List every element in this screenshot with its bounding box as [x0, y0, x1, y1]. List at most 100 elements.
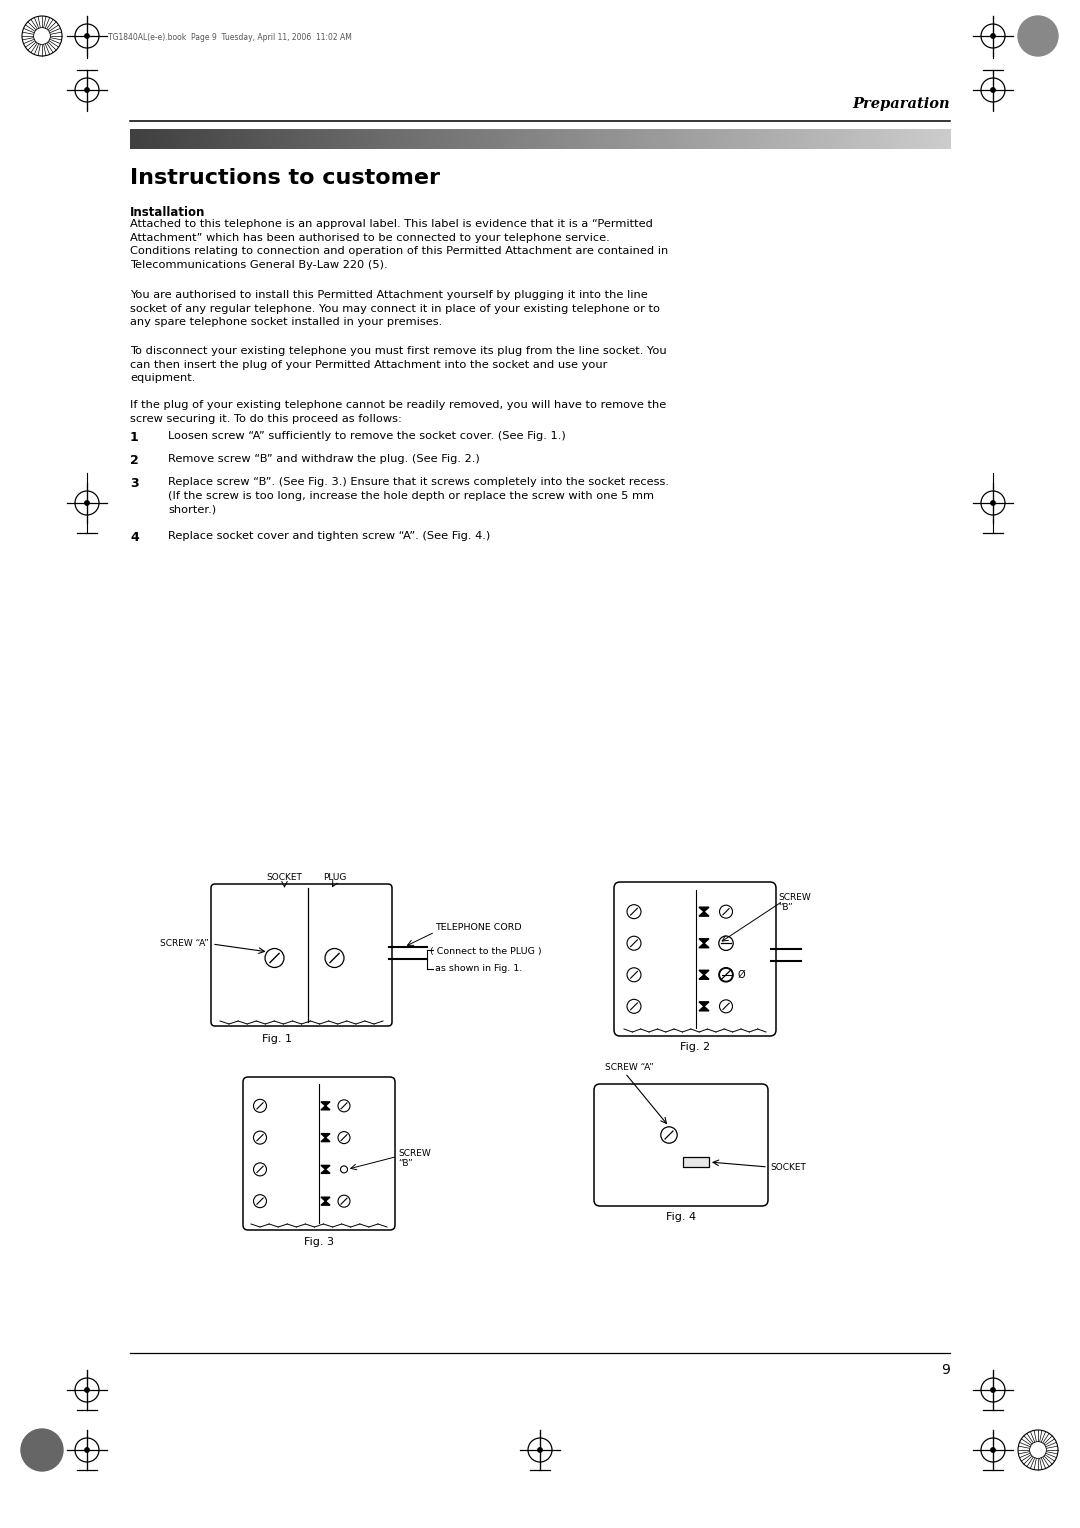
Bar — [231, 128, 234, 150]
Bar — [281, 128, 284, 150]
Bar — [190, 128, 193, 150]
Polygon shape — [699, 908, 708, 912]
Bar — [442, 128, 445, 150]
Circle shape — [990, 87, 995, 92]
Bar — [245, 128, 248, 150]
Circle shape — [85, 501, 90, 506]
Bar — [595, 128, 598, 150]
Bar — [567, 128, 570, 150]
Bar — [144, 128, 147, 150]
Bar — [327, 128, 330, 150]
Bar — [130, 128, 133, 150]
Polygon shape — [699, 970, 708, 975]
Text: SCREW “A”: SCREW “A” — [160, 938, 208, 947]
Bar — [551, 128, 554, 150]
Bar — [135, 128, 138, 150]
Bar — [644, 128, 647, 150]
Bar — [833, 128, 836, 150]
Bar — [217, 128, 220, 150]
Bar — [890, 128, 893, 150]
Bar — [758, 128, 761, 150]
Polygon shape — [699, 912, 708, 917]
Bar — [444, 128, 447, 150]
Bar — [942, 128, 945, 150]
Bar — [179, 128, 183, 150]
Bar — [297, 128, 300, 150]
Text: You are authorised to install this Permitted Attachment yourself by plugging it : You are authorised to install this Permi… — [130, 290, 660, 327]
Bar — [674, 128, 677, 150]
Bar — [559, 128, 563, 150]
Bar — [922, 128, 926, 150]
Bar — [920, 128, 923, 150]
Bar — [453, 128, 456, 150]
Polygon shape — [321, 1169, 330, 1174]
Bar — [222, 128, 226, 150]
Bar — [751, 128, 754, 150]
Bar — [885, 128, 888, 150]
Bar — [513, 128, 516, 150]
Bar — [537, 128, 540, 150]
Bar — [554, 128, 557, 150]
Bar — [671, 128, 674, 150]
Bar — [840, 128, 843, 150]
Bar — [677, 128, 680, 150]
Bar — [447, 128, 450, 150]
Bar — [529, 128, 532, 150]
Bar — [683, 128, 686, 150]
Bar — [693, 128, 697, 150]
Bar — [362, 128, 365, 150]
Circle shape — [990, 1449, 995, 1452]
Text: SCREW
“B”: SCREW “B” — [778, 892, 811, 912]
Bar — [329, 128, 333, 150]
Bar — [901, 128, 904, 150]
Bar — [185, 128, 188, 150]
Bar — [258, 128, 261, 150]
Bar — [292, 128, 295, 150]
Bar — [226, 128, 229, 150]
Bar — [256, 128, 259, 150]
Bar — [737, 128, 740, 150]
Bar — [660, 128, 663, 150]
Bar — [346, 128, 349, 150]
Bar — [638, 128, 642, 150]
Bar — [846, 128, 849, 150]
Bar — [718, 128, 721, 150]
Bar — [724, 128, 727, 150]
Text: ( Connect to the PLUG ): ( Connect to the PLUG ) — [430, 947, 542, 957]
Bar — [811, 128, 814, 150]
Bar — [436, 128, 440, 150]
Bar — [458, 128, 461, 150]
Bar — [917, 128, 920, 150]
Bar — [892, 128, 895, 150]
Bar — [592, 128, 595, 150]
Bar — [802, 128, 806, 150]
Bar — [679, 128, 683, 150]
Bar — [906, 128, 909, 150]
Bar — [783, 128, 786, 150]
Bar — [480, 128, 483, 150]
Bar — [247, 128, 251, 150]
Bar — [816, 128, 820, 150]
Bar — [494, 128, 497, 150]
Bar — [469, 128, 472, 150]
Bar — [152, 128, 156, 150]
Text: Installation: Installation — [130, 206, 205, 219]
Bar — [488, 128, 491, 150]
Bar — [613, 128, 617, 150]
Bar — [740, 128, 743, 150]
Bar — [395, 128, 399, 150]
Bar — [786, 128, 789, 150]
Polygon shape — [321, 1134, 330, 1138]
Bar — [805, 128, 808, 150]
Bar — [267, 128, 270, 150]
Bar — [819, 128, 822, 150]
Bar — [299, 128, 302, 150]
Text: 2: 2 — [130, 454, 138, 468]
Bar — [690, 128, 693, 150]
Bar — [829, 128, 833, 150]
Bar — [704, 128, 707, 150]
Bar — [770, 128, 773, 150]
Bar — [467, 128, 470, 150]
Bar — [335, 128, 338, 150]
Bar — [545, 128, 549, 150]
